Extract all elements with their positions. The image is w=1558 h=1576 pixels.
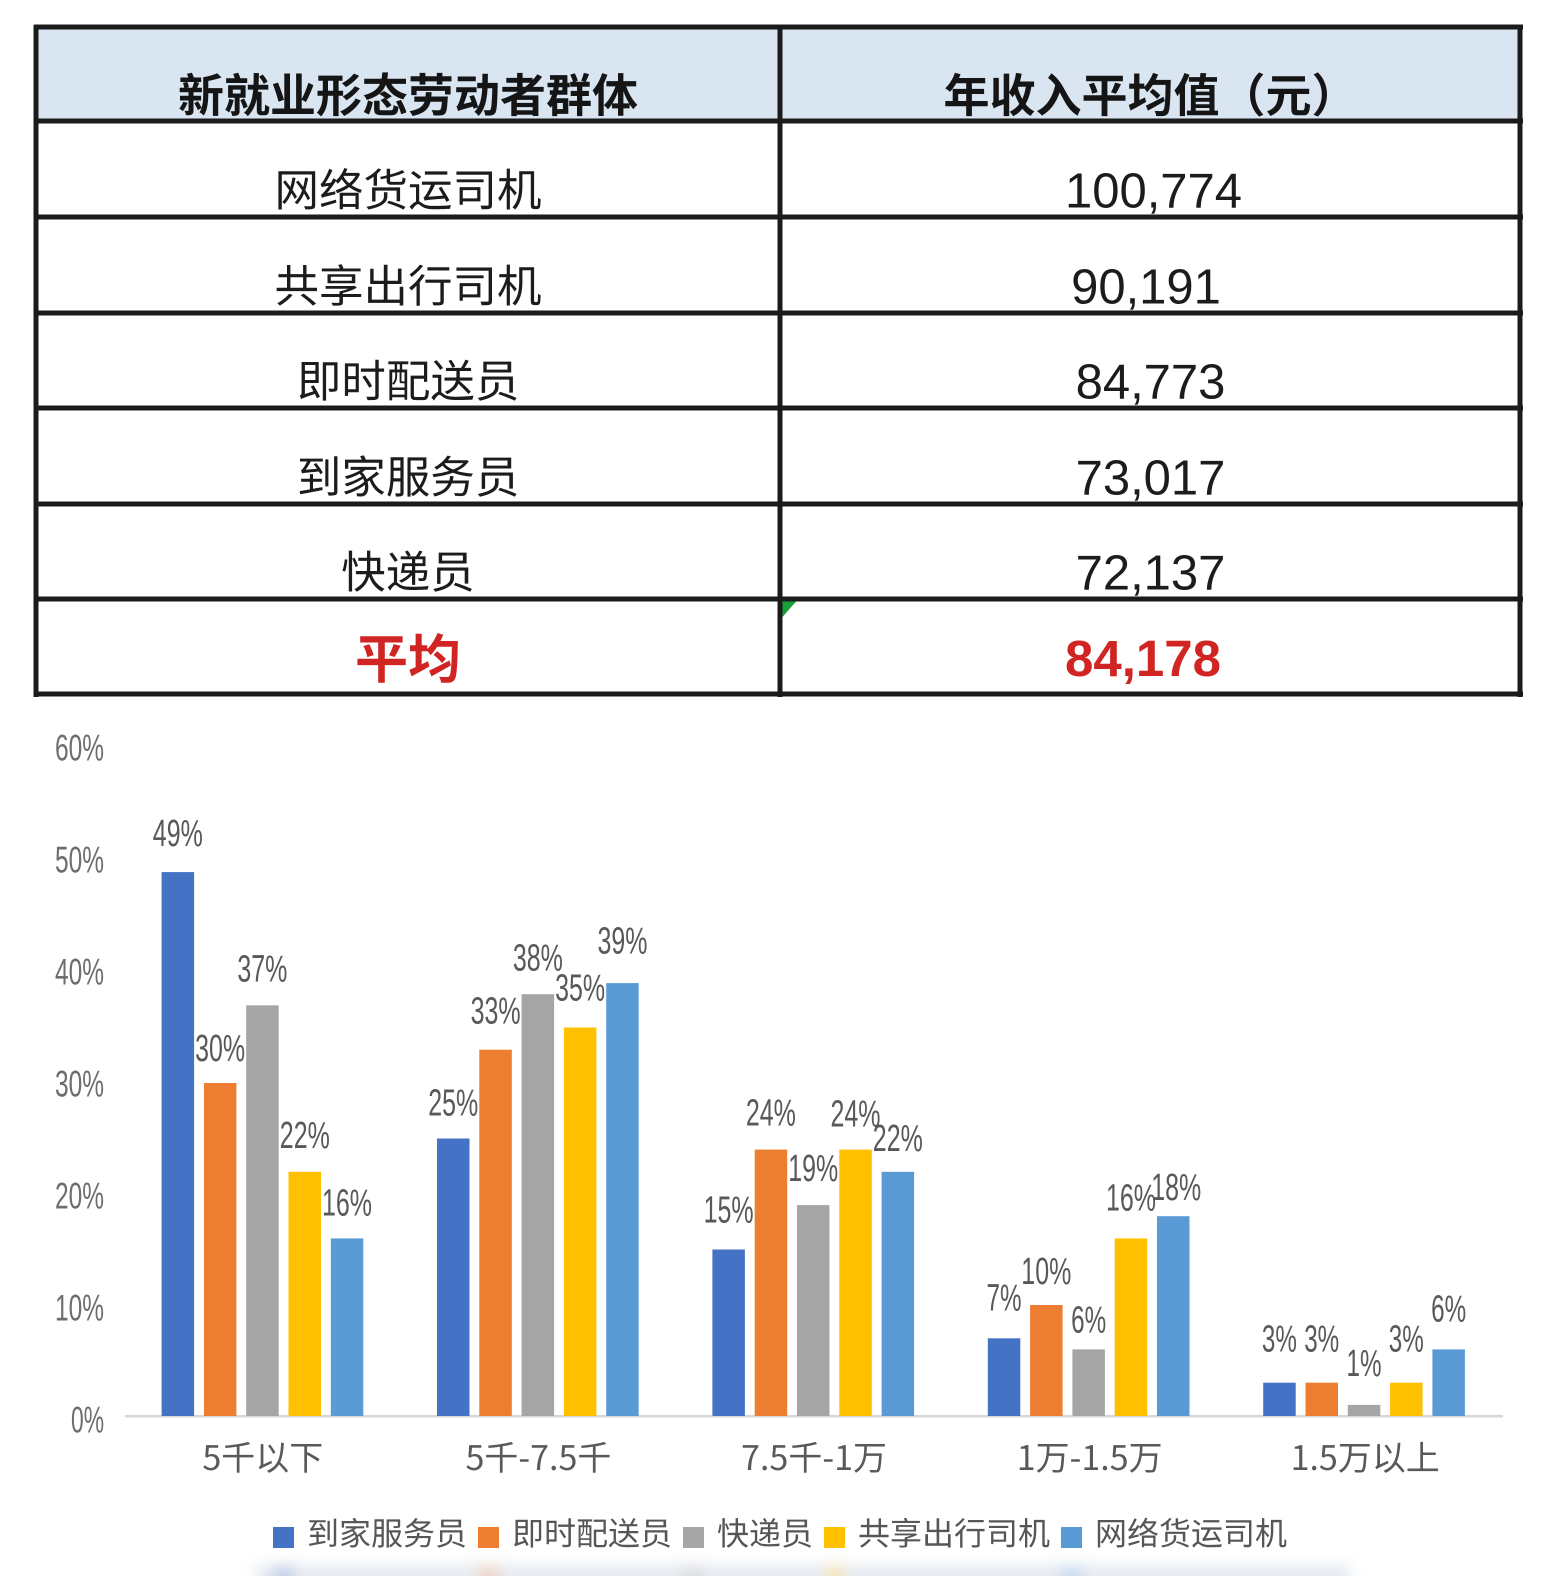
svg-text:16%: 16% [1106, 1177, 1156, 1219]
svg-text:40%: 40% [55, 952, 104, 993]
svg-text:22%: 22% [873, 1118, 923, 1160]
svg-text:20%: 20% [55, 1176, 104, 1217]
svg-text:50%: 50% [55, 840, 104, 881]
svg-text:16%: 16% [322, 1182, 372, 1224]
svg-text:49%: 49% [153, 813, 203, 855]
svg-text:0%: 0% [71, 1400, 104, 1441]
svg-text:24%: 24% [746, 1093, 796, 1135]
svg-text:84,773: 84,773 [1076, 356, 1226, 410]
svg-text:7%: 7% [987, 1277, 1022, 1319]
svg-text:24%: 24% [831, 1094, 881, 1136]
svg-text:30%: 30% [55, 1064, 104, 1105]
svg-text:39%: 39% [598, 921, 648, 963]
svg-text:10%: 10% [1021, 1251, 1071, 1293]
svg-text:19%: 19% [788, 1148, 838, 1190]
svg-text:60%: 60% [55, 728, 104, 769]
svg-text:6%: 6% [1431, 1288, 1466, 1330]
svg-text:100,774: 100,774 [1065, 165, 1242, 219]
svg-text:22%: 22% [280, 1115, 330, 1157]
svg-text:38%: 38% [513, 938, 563, 980]
svg-text:3%: 3% [1389, 1319, 1424, 1361]
svg-text:10%: 10% [55, 1288, 104, 1329]
svg-text:25%: 25% [428, 1083, 478, 1125]
svg-text:73,017: 73,017 [1076, 452, 1226, 506]
svg-text:72,137: 72,137 [1076, 547, 1226, 601]
svg-text:3%: 3% [1304, 1319, 1339, 1361]
svg-text:6%: 6% [1071, 1299, 1106, 1341]
svg-text:90,191: 90,191 [1071, 261, 1221, 315]
svg-text:1%: 1% [1347, 1343, 1382, 1385]
svg-text:15%: 15% [704, 1190, 754, 1232]
svg-text:35%: 35% [555, 968, 605, 1010]
svg-text:3%: 3% [1262, 1319, 1297, 1361]
svg-text:37%: 37% [237, 948, 287, 990]
svg-text:30%: 30% [195, 1028, 245, 1070]
svg-text:84,178: 84,178 [1065, 630, 1221, 687]
svg-text:33%: 33% [471, 991, 521, 1033]
svg-text:18%: 18% [1151, 1167, 1201, 1209]
